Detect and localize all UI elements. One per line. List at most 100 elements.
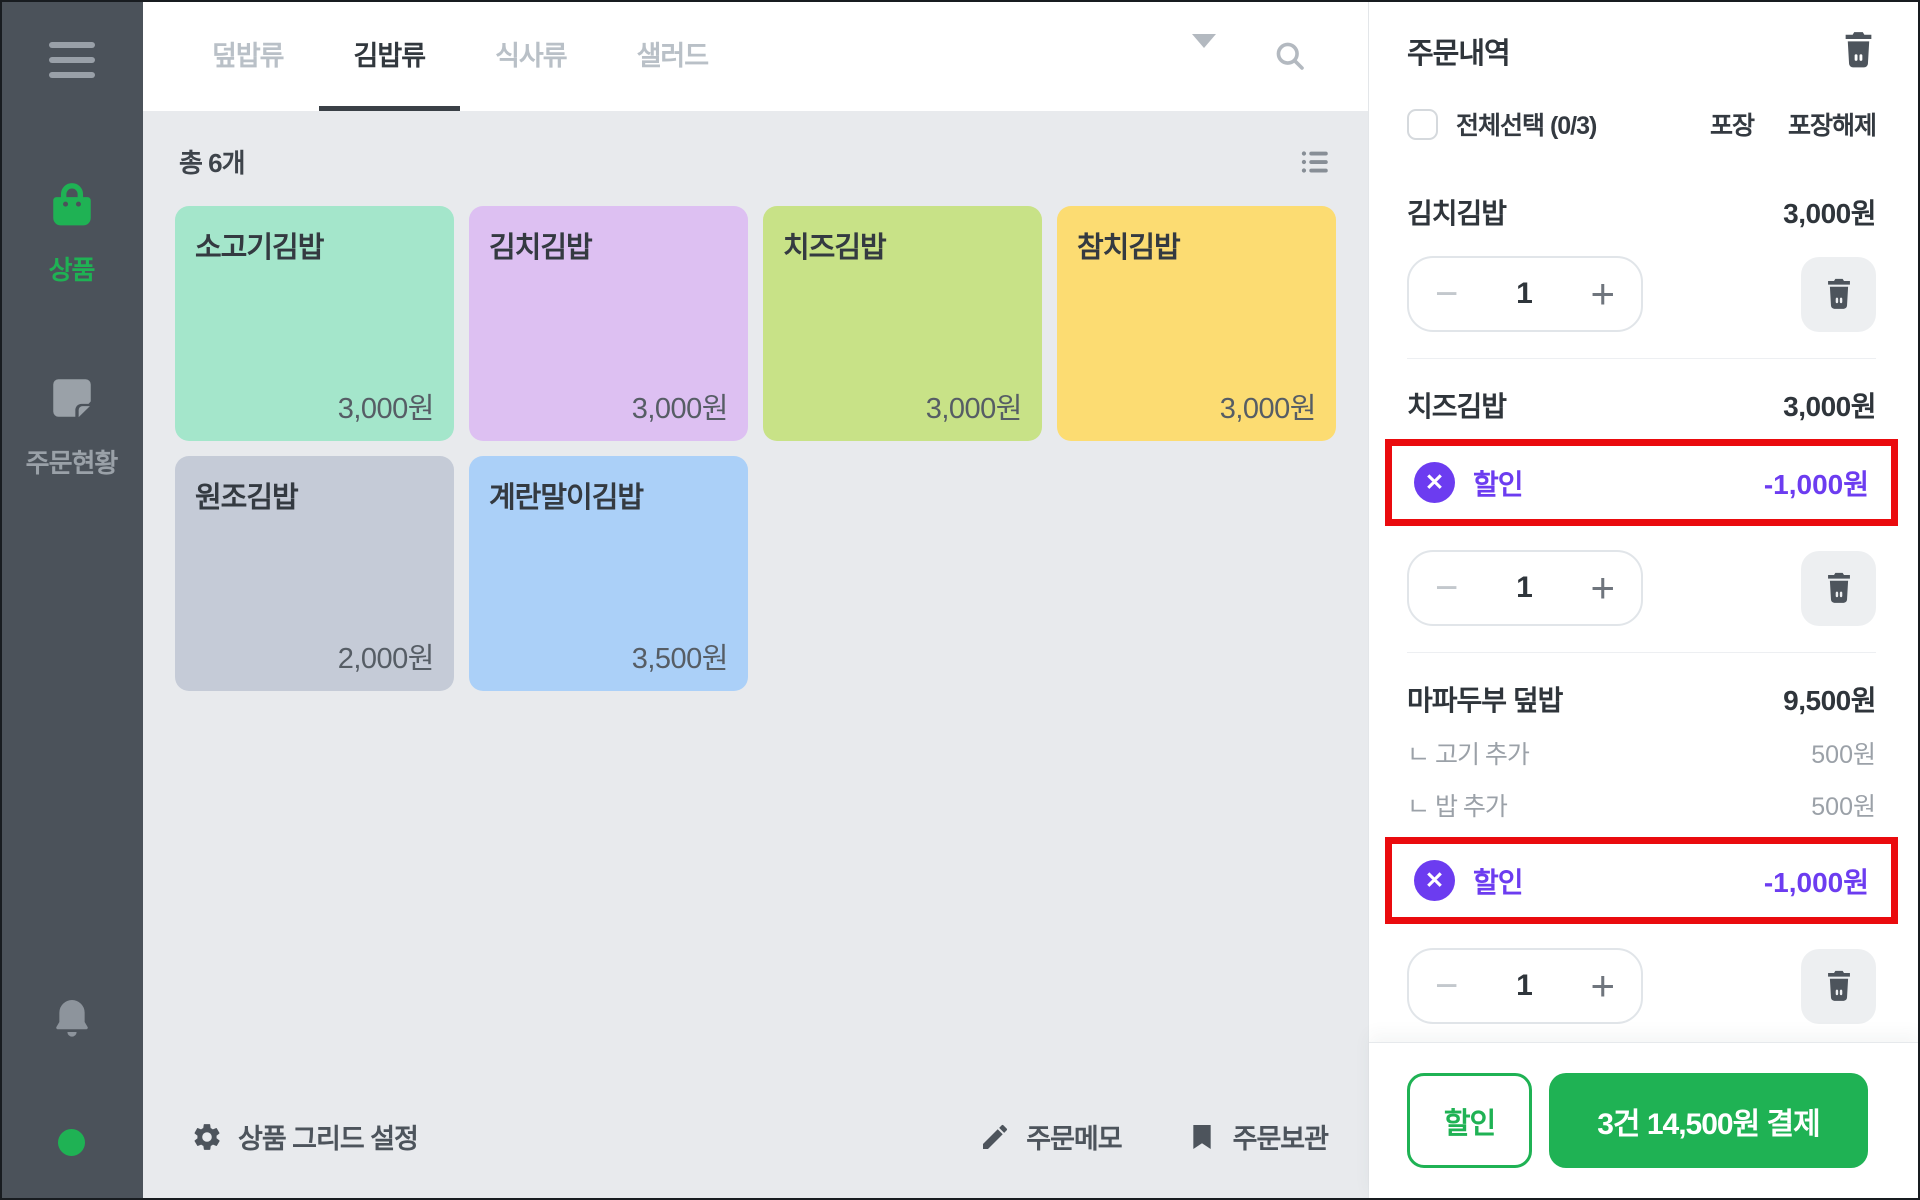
product-card[interactable]: 소고기김밥 3,000원 bbox=[175, 206, 454, 441]
discount-label: 할인 bbox=[1473, 468, 1524, 500]
quantity-value: 1 bbox=[1516, 571, 1533, 604]
quantity-increase-button[interactable]: + bbox=[1590, 564, 1615, 611]
order-item: 치즈김밥 3,000원 ✕ 할인 -1,000원 − 1 + bbox=[1385, 359, 1898, 653]
discount-button[interactable]: 할인 bbox=[1407, 1073, 1532, 1168]
quantity-decrease-button[interactable]: − bbox=[1435, 964, 1459, 1008]
quantity-stepper: − 1 + bbox=[1407, 948, 1643, 1024]
order-panel-title: 주문내역 bbox=[1407, 38, 1511, 70]
quantity-stepper: − 1 + bbox=[1407, 256, 1643, 332]
option-price: 500원 bbox=[1811, 793, 1876, 821]
discount-row-highlighted: ✕ 할인 -1,000원 bbox=[1385, 439, 1898, 526]
payment-bar: 할인 3건 14,500원 결제 bbox=[1369, 1042, 1920, 1200]
pay-button[interactable]: 3건 14,500원 결제 bbox=[1549, 1073, 1868, 1168]
quantity-value: 1 bbox=[1516, 277, 1533, 310]
order-hold-button[interactable]: 주문보관 bbox=[1186, 1117, 1329, 1156]
product-card[interactable]: 김치김밥 3,000원 bbox=[469, 206, 748, 441]
option-name: ㄴ 밥 추가 bbox=[1407, 793, 1508, 821]
product-name: 계란말이김밥 bbox=[489, 482, 644, 514]
product-card[interactable]: 원조김밥 2,000원 bbox=[175, 456, 454, 691]
product-card[interactable]: 계란말이김밥 3,500원 bbox=[469, 456, 748, 691]
notifications-button[interactable] bbox=[49, 995, 95, 1041]
select-all-label: 전체선택 (0/3) bbox=[1456, 112, 1597, 140]
order-hold-label: 주문보관 bbox=[1232, 1124, 1329, 1154]
quantity-value: 1 bbox=[1516, 969, 1533, 1002]
product-card[interactable]: 치즈김밥 3,000원 bbox=[763, 206, 1042, 441]
remove-item-button[interactable] bbox=[1801, 948, 1876, 1024]
grid-settings-button[interactable]: 상품 그리드 설정 bbox=[191, 1117, 419, 1156]
order-item: 마파두부 덮밥 9,500원 ㄴ 고기 추가 500원 ㄴ 밥 추가 500원 … bbox=[1385, 653, 1898, 1050]
main-area: 덮밥류 김밥류 식사류 샐러드 총 6개 bbox=[143, 0, 1368, 1200]
order-item-option: ㄴ 고기 추가 500원 bbox=[1407, 735, 1876, 771]
product-card[interactable]: 참치김밥 3,000원 bbox=[1057, 206, 1336, 441]
sidebar-item-label: 상품 bbox=[48, 255, 96, 285]
search-button[interactable] bbox=[1272, 38, 1308, 74]
product-price: 3,500원 bbox=[631, 643, 729, 675]
order-item-price: 3,000원 bbox=[1783, 391, 1876, 422]
discount-label: 할인 bbox=[1473, 866, 1524, 898]
remove-discount-button[interactable]: ✕ bbox=[1414, 462, 1455, 503]
trash-icon bbox=[1824, 571, 1854, 605]
product-price: 2,000원 bbox=[337, 643, 435, 675]
product-name: 원조김밥 bbox=[195, 482, 299, 514]
tab-salad[interactable]: 샐러드 bbox=[602, 0, 744, 111]
tab-siksa[interactable]: 식사류 bbox=[460, 0, 602, 111]
discount-amount: -1,000원 bbox=[1763, 468, 1869, 500]
quantity-decrease-button[interactable]: − bbox=[1435, 272, 1459, 316]
menu-button[interactable] bbox=[45, 38, 99, 82]
sidebar: 상품 주문현황 bbox=[0, 0, 143, 1200]
trash-icon bbox=[1824, 969, 1854, 1003]
note-icon bbox=[47, 373, 97, 423]
product-price: 3,000원 bbox=[925, 393, 1023, 425]
order-item-name: 마파두부 덮밥 bbox=[1407, 685, 1563, 716]
quantity-increase-button[interactable]: + bbox=[1590, 962, 1615, 1009]
takeout-button[interactable]: 포장 bbox=[1710, 106, 1755, 142]
gear-icon bbox=[191, 1121, 223, 1153]
list-view-icon bbox=[1298, 145, 1332, 179]
order-memo-button[interactable]: 주문메모 bbox=[979, 1117, 1123, 1156]
pencil-icon bbox=[979, 1121, 1011, 1153]
quantity-stepper: − 1 + bbox=[1407, 550, 1643, 626]
trash-icon bbox=[1841, 30, 1876, 70]
order-item-name: 치즈김밥 bbox=[1407, 391, 1507, 422]
sidebar-item-orders[interactable]: 주문현황 bbox=[26, 373, 118, 480]
select-all-checkbox[interactable] bbox=[1407, 108, 1438, 140]
chevron-down-icon bbox=[1192, 34, 1216, 63]
tab-deopbap[interactable]: 덮밥류 bbox=[177, 0, 319, 111]
takeout-cancel-button[interactable]: 포장해제 bbox=[1788, 106, 1877, 142]
order-memo-label: 주문메모 bbox=[1026, 1124, 1122, 1154]
category-tabbar: 덮밥류 김밥류 식사류 샐러드 bbox=[143, 0, 1368, 111]
quantity-increase-button[interactable]: + bbox=[1590, 270, 1615, 317]
discount-row-highlighted: ✕ 할인 -1,000원 bbox=[1385, 837, 1898, 924]
product-price: 3,000원 bbox=[631, 393, 729, 425]
product-grid: 소고기김밥 3,000원 김치김밥 3,000원 치즈김밥 3,000원 참치김… bbox=[175, 206, 1336, 691]
product-name: 참치김밥 bbox=[1077, 232, 1181, 264]
remove-item-button[interactable] bbox=[1801, 550, 1876, 626]
list-view-button[interactable] bbox=[1298, 145, 1332, 179]
x-circle-icon: ✕ bbox=[1424, 469, 1445, 495]
search-icon bbox=[1272, 38, 1308, 74]
remove-item-button[interactable] bbox=[1801, 256, 1876, 332]
category-dropdown-button[interactable] bbox=[1186, 34, 1222, 69]
bookmark-icon bbox=[1186, 1121, 1218, 1153]
order-panel: 주문내역 전체선택 (0/3) 포장 포장해제 김치김밥 3,000원 bbox=[1368, 0, 1920, 1200]
product-price: 3,000원 bbox=[337, 393, 435, 425]
option-price: 500원 bbox=[1811, 741, 1876, 769]
quantity-decrease-button[interactable]: − bbox=[1435, 566, 1459, 610]
status-indicator bbox=[58, 1129, 85, 1156]
product-name: 치즈김밥 bbox=[783, 232, 887, 264]
grid-settings-label: 상품 그리드 설정 bbox=[238, 1124, 419, 1154]
tab-gimbap[interactable]: 김밥류 bbox=[318, 0, 461, 111]
product-count-label: 총 6개 bbox=[179, 148, 246, 178]
product-name: 소고기김밥 bbox=[195, 232, 324, 264]
clear-order-button[interactable] bbox=[1841, 30, 1876, 70]
order-item: 김치김밥 3,000원 − 1 + bbox=[1407, 166, 1876, 359]
order-item-price: 9,500원 bbox=[1783, 685, 1876, 716]
product-area: 총 6개 소고기김밥 3,000원 김치김밥 3,000원 bbox=[143, 111, 1368, 1200]
shopping-bag-icon bbox=[47, 180, 97, 230]
x-circle-icon: ✕ bbox=[1424, 867, 1445, 893]
order-item-list: 김치김밥 3,000원 − 1 + bbox=[1369, 164, 1920, 1042]
sidebar-item-products[interactable]: 상품 bbox=[47, 180, 97, 287]
product-name: 김치김밥 bbox=[489, 232, 593, 264]
order-item-name: 김치김밥 bbox=[1407, 198, 1507, 229]
remove-discount-button[interactable]: ✕ bbox=[1414, 860, 1455, 901]
